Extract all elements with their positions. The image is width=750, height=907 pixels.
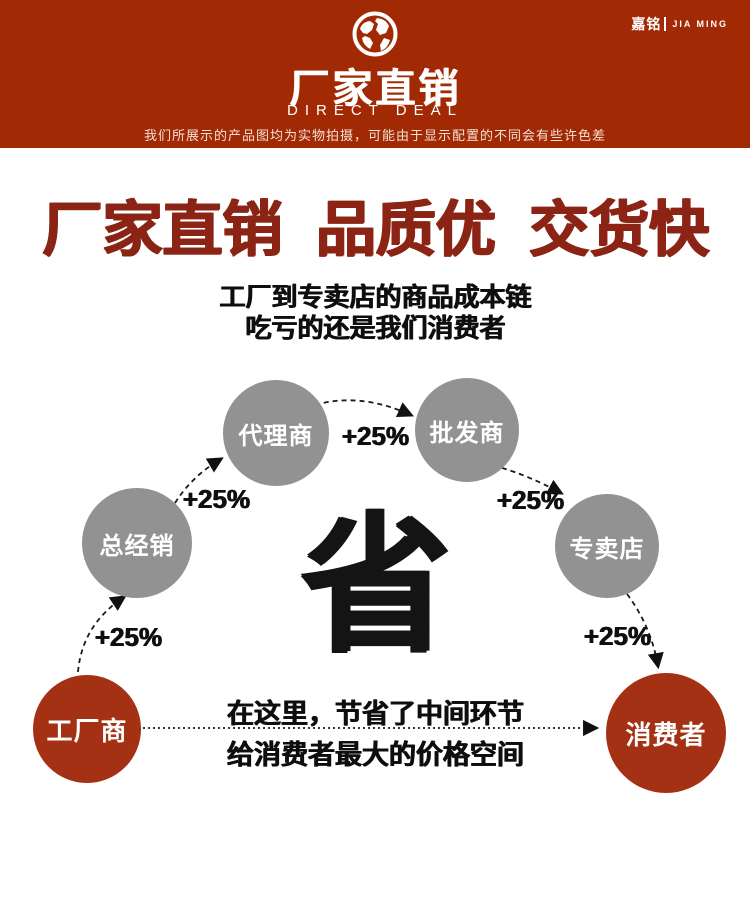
node-consumer: 消费者 [606, 673, 726, 793]
brand-mark: 嘉铭 JIA MING [631, 14, 728, 34]
brand-name-cn: 嘉铭 [631, 16, 662, 32]
arrow-factory-to-general [77, 595, 127, 673]
header-title: 厂家直销 [289, 67, 461, 111]
node-factory-label: 工厂商 [46, 715, 128, 746]
node-general-distributor-label: 总经销 [99, 532, 175, 560]
intro-text: 工厂到专卖店的商品成本链 吃亏的还是我们消费者 [0, 282, 750, 344]
summary-line-2: 给消费者最大的价格空间 [226, 740, 524, 770]
arrow-retail-to-consumer [626, 593, 664, 670]
summary-line-1: 在这里，节省了中间环节 [226, 699, 524, 729]
node-retail-store-label: 专卖店 [569, 535, 645, 563]
markup-label-agent-wholesaler: +25% [341, 421, 409, 451]
node-retail-store: 专卖店 [555, 494, 659, 598]
node-factory: 工厂商 [33, 675, 141, 783]
brand-divider [664, 17, 667, 31]
brand-name-en: JIA MING [672, 19, 728, 29]
node-agent-label: 代理商 [238, 422, 314, 450]
node-wholesaler: 批发商 [415, 378, 519, 482]
intro-line-2: 吃亏的还是我们消费者 [244, 313, 505, 343]
intro-line-1: 工厂到专卖店的商品成本链 [218, 282, 531, 312]
header-disclaimer: 我们所展示的产品图均为实物拍摄，可能由于显示配置的不同会有些许色差 [143, 128, 606, 143]
arrow-agent-to-wholesaler [314, 399, 414, 418]
markup-label-retail-consumer: +25% [583, 621, 651, 651]
save-character: 省 [299, 501, 450, 669]
markup-label-factory-general: +25% [94, 622, 162, 652]
node-wholesaler-label: 批发商 [429, 419, 505, 447]
node-general-distributor: 总经销 [82, 488, 192, 598]
flow-arrows [77, 399, 664, 737]
markup-label-wholesaler-retail: +25% [496, 485, 564, 515]
node-agent: 代理商 [223, 380, 329, 486]
header-banner: 嘉铭 JIA MING 厂家直销 DIRECT DEAL 我们所展示的产品图均为… [0, 0, 750, 148]
main-headline: 厂家直销 品质优 交货快 [41, 196, 709, 263]
summary-text: 在这里，节省了中间环节 给消费者最大的价格空间 [0, 694, 750, 776]
header-subtitle: DIRECT DEAL [287, 102, 463, 119]
arrow-general-to-agent [174, 457, 224, 504]
arrow-wholesaler-to-retail [501, 467, 564, 495]
globe-icon [352, 11, 398, 57]
node-consumer-label: 消费者 [625, 719, 707, 750]
markup-label-general-agent: +25% [182, 484, 250, 514]
